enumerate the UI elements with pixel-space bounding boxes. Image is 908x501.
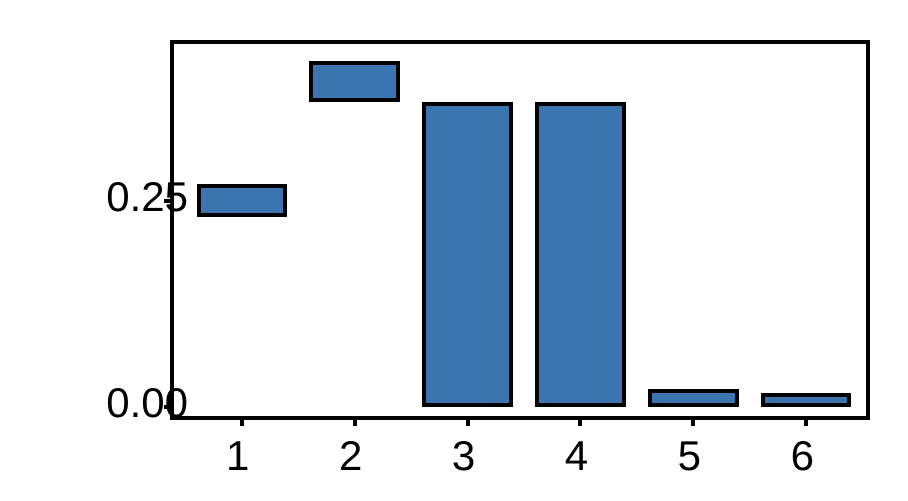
xtick-mark	[578, 416, 582, 426]
xtick-label: 6	[791, 432, 814, 480]
xtick-mark	[691, 416, 695, 426]
bar-2	[309, 61, 399, 102]
xtick-mark	[466, 416, 470, 426]
plot-area	[170, 40, 870, 420]
bar-3	[422, 102, 512, 408]
bar-5	[648, 389, 738, 407]
bar-6	[761, 393, 851, 407]
xtick-label: 4	[565, 432, 588, 480]
xtick-mark	[353, 416, 357, 426]
ytick-label: 0.25	[106, 173, 188, 221]
xtick-label: 5	[678, 432, 701, 480]
xtick-mark	[804, 416, 808, 426]
xtick-label: 2	[339, 432, 362, 480]
xtick-label: 1	[226, 432, 249, 480]
bar-4	[535, 102, 625, 408]
xtick-label: 3	[452, 432, 475, 480]
xtick-mark	[240, 416, 244, 426]
bar-1	[197, 184, 287, 217]
bar-chart: 123456	[170, 40, 870, 420]
ytick-label: 0.00	[106, 379, 188, 427]
